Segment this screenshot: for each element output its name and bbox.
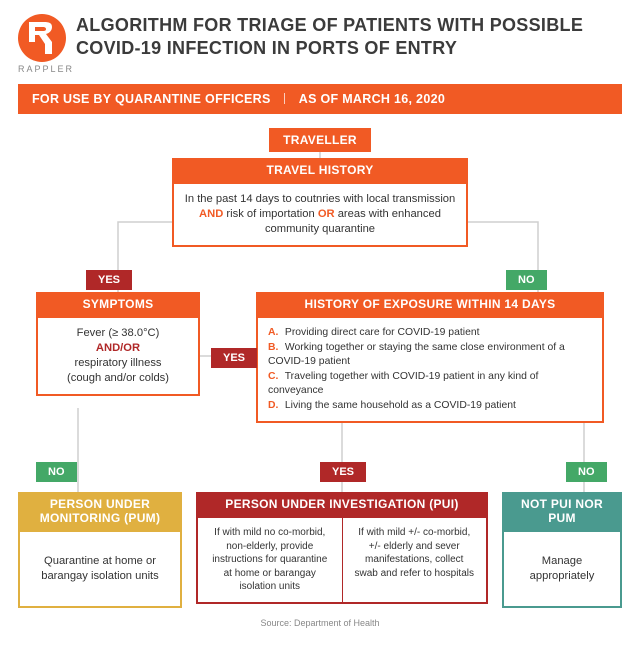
symptoms-kw: AND/OR: [48, 341, 188, 356]
symptoms-line1: Fever (≥ 38.0°C): [48, 326, 188, 341]
node-pui-body: If with mild no co-morbid, non-elderly, …: [196, 516, 488, 604]
node-notpui: NOT PUI NOR PUM Manage appropriately: [502, 492, 622, 608]
node-pui-header: PERSON UNDER INVESTIGATION (PUI): [196, 492, 488, 516]
th-kw-and: AND: [199, 208, 223, 220]
subhead-divider: [284, 93, 285, 104]
node-exposure-header: HISTORY OF EXPOSURE WITHIN 14 DAYS: [256, 292, 604, 316]
th-text-mid: risk of importation: [223, 208, 318, 220]
tag-symptoms-yes: YES: [211, 348, 257, 368]
exposure-item-text: Traveling together with COVID-19 patient…: [268, 371, 538, 397]
tag-exposure-yes: YES: [320, 462, 366, 482]
exposure-item-text: Living the same household as a COVID-19 …: [282, 400, 516, 411]
node-symptoms: SYMPTOMS Fever (≥ 38.0°C) AND/OR respira…: [36, 292, 200, 396]
node-traveller-header: TRAVELLER: [269, 128, 371, 152]
exposure-item-label: D.: [268, 399, 282, 414]
th-text-pre: In the past 14 days to coutnries with lo…: [185, 193, 456, 205]
logo-block: RAPPLER: [18, 14, 66, 74]
tag-travel-history-yes: YES: [86, 270, 132, 290]
symptoms-line3: (cough and/or colds): [48, 371, 188, 386]
node-pum-body: Quarantine at home or barangay isolation…: [18, 530, 182, 608]
page: RAPPLER ALGORITHM FOR TRIAGE OF PATIENTS…: [0, 0, 640, 654]
pui-left: If with mild no co-morbid, non-elderly, …: [198, 518, 343, 602]
exposure-item: A. Providing direct care for COVID-19 pa…: [268, 326, 592, 341]
node-pum-header: PERSON UNDER MONITORING (PUM): [18, 492, 182, 530]
pui-right: If with mild +/- co-morbid, +/- elderly …: [343, 518, 487, 602]
node-notpui-header: NOT PUI NOR PUM: [502, 492, 622, 530]
node-traveller: TRAVELLER: [269, 128, 371, 152]
node-exposure-body: A. Providing direct care for COVID-19 pa…: [256, 316, 604, 423]
node-travel-history-header: TRAVEL HISTORY: [172, 158, 468, 182]
node-symptoms-header: SYMPTOMS: [36, 292, 200, 316]
exposure-item-label: A.: [268, 326, 282, 341]
page-title: ALGORITHM FOR TRIAGE OF PATIENTS WITH PO…: [76, 14, 622, 59]
tag-travel-history-no: NO: [506, 270, 547, 290]
exposure-item-text: Providing direct care for COVID-19 patie…: [282, 327, 480, 338]
subhead-left: FOR USE BY QUARANTINE OFFICERS: [32, 92, 271, 106]
th-kw-or: OR: [318, 208, 335, 220]
node-pui: PERSON UNDER INVESTIGATION (PUI) If with…: [196, 492, 488, 604]
exposure-item-label: C.: [268, 370, 282, 385]
node-exposure: HISTORY OF EXPOSURE WITHIN 14 DAYS A. Pr…: [256, 292, 604, 423]
node-pum: PERSON UNDER MONITORING (PUM) Quarantine…: [18, 492, 182, 608]
flowchart-canvas: TRAVELLER TRAVEL HISTORY In the past 14 …: [18, 122, 622, 632]
node-travel-history-body: In the past 14 days to coutnries with lo…: [172, 182, 468, 247]
brand-label: RAPPLER: [18, 64, 66, 74]
node-notpui-body: Manage appropriately: [502, 530, 622, 608]
header: RAPPLER ALGORITHM FOR TRIAGE OF PATIENTS…: [18, 14, 622, 74]
exposure-item-label: B.: [268, 341, 282, 356]
tag-exposure-no: NO: [566, 462, 607, 482]
subheader-bar: FOR USE BY QUARANTINE OFFICERS AS OF MAR…: [18, 84, 622, 114]
node-travel-history: TRAVEL HISTORY In the past 14 days to co…: [172, 158, 468, 247]
exposure-item: B. Working together or staying the same …: [268, 341, 592, 370]
exposure-item: D. Living the same household as a COVID-…: [268, 399, 592, 414]
node-symptoms-body: Fever (≥ 38.0°C) AND/OR respiratory illn…: [36, 316, 200, 396]
exposure-item-text: Working together or staying the same clo…: [268, 342, 565, 368]
tag-symptoms-no: NO: [36, 462, 77, 482]
exposure-item: C. Traveling together with COVID-19 pati…: [268, 370, 592, 399]
rappler-logo-icon: [18, 14, 66, 62]
symptoms-line2: respiratory illness: [48, 356, 188, 371]
source-label: Source: Department of Health: [18, 618, 622, 628]
subhead-right: AS OF MARCH 16, 2020: [299, 92, 445, 106]
